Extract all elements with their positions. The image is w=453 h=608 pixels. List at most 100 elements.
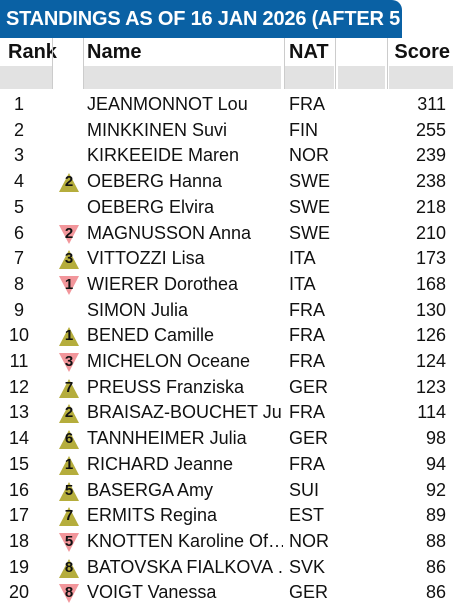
rank-column-header[interactable]: Rank (8, 41, 57, 63)
score-cell: 124 (415, 351, 446, 371)
score-column-header[interactable]: Score (394, 41, 450, 63)
rank-change-indicator: 5 (59, 478, 79, 504)
triangle-up-icon (59, 173, 79, 193)
table-row[interactable]: 7 3 VITTOZZI Lisa ITA 173 (0, 246, 453, 272)
rank-change-value: 5 (64, 532, 74, 550)
nation-cell: FRA (289, 453, 325, 474)
column-divider (387, 38, 388, 89)
athlete-name-cell[interactable]: MICHELON Oceane (87, 351, 251, 371)
rank-cell: 5 (13, 196, 24, 217)
score-cell: 218 (415, 196, 446, 217)
triangle-up-icon (59, 404, 79, 424)
athlete-name-cell[interactable]: MINKKINEN Suvi (87, 119, 228, 140)
table-row[interactable]: 17 7 ERMITS Regina EST 89 (0, 503, 453, 529)
athlete-name-cell[interactable]: ERMITS Regina (87, 505, 218, 526)
table-row[interactable]: 4 2 OEBERG Hanna SWE 238 (0, 169, 453, 195)
filter-row (0, 66, 453, 89)
table-row[interactable]: 14 6 TANNHEIMER Julia GER 98 (0, 426, 453, 452)
rank-filter-cell[interactable] (0, 66, 52, 89)
table-row[interactable]: 9 SIMON Julia FRA 130 (0, 298, 453, 324)
athlete-name-cell[interactable]: VOIGT Vanessa (87, 582, 217, 603)
extra-filter-cell[interactable] (338, 66, 385, 89)
athlete-name-cell[interactable]: KIRKEEIDE Maren (87, 145, 240, 166)
nation-cell: FIN (289, 119, 318, 140)
nation-cell: NOR (289, 145, 329, 166)
triangle-up-icon (59, 378, 79, 398)
column-divider (52, 38, 53, 89)
table-row[interactable]: 11 3 MICHELON Oceane FRA 124 (0, 349, 453, 375)
rank-change-value: 8 (64, 584, 74, 602)
score-cell: 130 (415, 299, 446, 320)
athlete-name-cell[interactable]: WIERER Dorothea (87, 273, 239, 294)
rank-change-value: 8 (64, 558, 74, 576)
table-row[interactable]: 12 7 PREUSS Franziska GER 123 (0, 375, 453, 401)
rank-change-indicator: 2 (59, 221, 79, 247)
nation-cell: NOR (289, 530, 329, 551)
table-row[interactable]: 20 8 VOIGT Vanessa GER 86 (0, 580, 453, 606)
rank-cell: 6 (13, 222, 24, 243)
triangle-down-icon (59, 275, 79, 295)
rank-cell: 17 (8, 505, 30, 526)
table-row[interactable]: 19 8 BATOVSKA FIALKOVA … SVK 86 (0, 555, 453, 581)
rank-cell: 11 (9, 351, 29, 371)
column-divider (83, 38, 84, 89)
athlete-name-cell[interactable]: VITTOZZI Lisa (87, 248, 205, 269)
rank-change-indicator: 2 (59, 169, 79, 195)
rank-change-value: 2 (64, 224, 74, 242)
athlete-name-cell[interactable]: BATOVSKA FIALKOVA … (87, 556, 283, 577)
athlete-name-cell[interactable]: BASERGA Amy (87, 479, 214, 500)
triangle-up-icon (59, 455, 79, 475)
score-cell: 88 (425, 530, 446, 551)
rank-cell: 13 (8, 402, 30, 423)
rank-change-indicator: 2 (59, 400, 79, 426)
table-row[interactable]: 2 MINKKINEN Suvi FIN 255 (0, 118, 453, 144)
score-cell: 86 (425, 582, 446, 603)
rank-change-indicator (59, 143, 79, 169)
athlete-name-cell[interactable]: BRAISAZ-BOUCHET Ju… (87, 402, 283, 423)
athlete-name-cell[interactable]: JEANMONNOT Lou (87, 94, 248, 114)
table-row[interactable]: 16 5 BASERGA Amy SUI 92 (0, 478, 453, 504)
table-row[interactable]: 5 OEBERG Elvira SWE 218 (0, 195, 453, 221)
athlete-name-cell[interactable]: TANNHEIMER Julia (87, 428, 247, 449)
rank-cell: 9 (13, 299, 24, 320)
nat-column-header[interactable]: NAT (289, 41, 329, 63)
nation-cell: GER (289, 428, 329, 449)
table-row[interactable]: 18 5 KNOTTEN Karoline Of… NOR 88 (0, 529, 453, 555)
score-filter-cell[interactable] (389, 66, 453, 89)
nation-cell: EST (289, 505, 325, 526)
rank-cell: 15 (8, 453, 30, 474)
athlete-name-cell[interactable]: RICHARD Jeanne (87, 453, 234, 474)
rank-cell: 10 (8, 325, 30, 346)
rank-cell: 2 (13, 119, 24, 140)
nation-cell: GER (289, 582, 329, 603)
name-filter-cell[interactable] (84, 66, 281, 89)
athlete-name-cell[interactable]: MAGNUSSON Anna (87, 222, 252, 243)
rank-change-indicator: 1 (59, 452, 79, 478)
rank-change-indicator (59, 298, 79, 324)
rank-cell: 19 (8, 556, 30, 577)
table-row[interactable]: 15 1 RICHARD Jeanne FRA 94 (0, 452, 453, 478)
rank-change-value: 3 (64, 353, 74, 370)
rank-change-indicator (59, 118, 79, 144)
table-row[interactable]: 1 JEANMONNOT Lou FRA 311 (0, 92, 453, 118)
nat-filter-cell[interactable] (285, 66, 334, 89)
rank-change-value: 3 (64, 250, 74, 268)
athlete-name-cell[interactable]: PREUSS Franziska (87, 376, 245, 397)
name-column-header[interactable]: Name (87, 41, 142, 63)
rank-change-value: 2 (64, 404, 74, 422)
athlete-name-cell[interactable]: OEBERG Hanna (87, 171, 223, 192)
table-row[interactable]: 8 1 WIERER Dorothea ITA 168 (0, 272, 453, 298)
athlete-name-cell[interactable]: KNOTTEN Karoline Of… (87, 530, 283, 551)
table-row[interactable]: 6 2 MAGNUSSON Anna SWE 210 (0, 221, 453, 247)
table-row[interactable]: 13 2 BRAISAZ-BOUCHET Ju… FRA 114 (0, 400, 453, 426)
table-row[interactable]: 10 1 BENED Camille FRA 126 (0, 323, 453, 349)
rank-change-indicator (59, 92, 79, 118)
table-row[interactable]: 3 KIRKEEIDE Maren NOR 239 (0, 143, 453, 169)
rank-change-indicator: 3 (59, 349, 79, 375)
athlete-name-cell[interactable]: SIMON Julia (87, 299, 189, 320)
athlete-name-cell[interactable]: BENED Camille (87, 325, 215, 346)
score-cell: 238 (415, 171, 446, 192)
rank-change-indicator: 3 (59, 246, 79, 272)
athlete-name-cell[interactable]: OEBERG Elvira (87, 196, 215, 217)
rank-change-indicator: 7 (59, 375, 79, 401)
